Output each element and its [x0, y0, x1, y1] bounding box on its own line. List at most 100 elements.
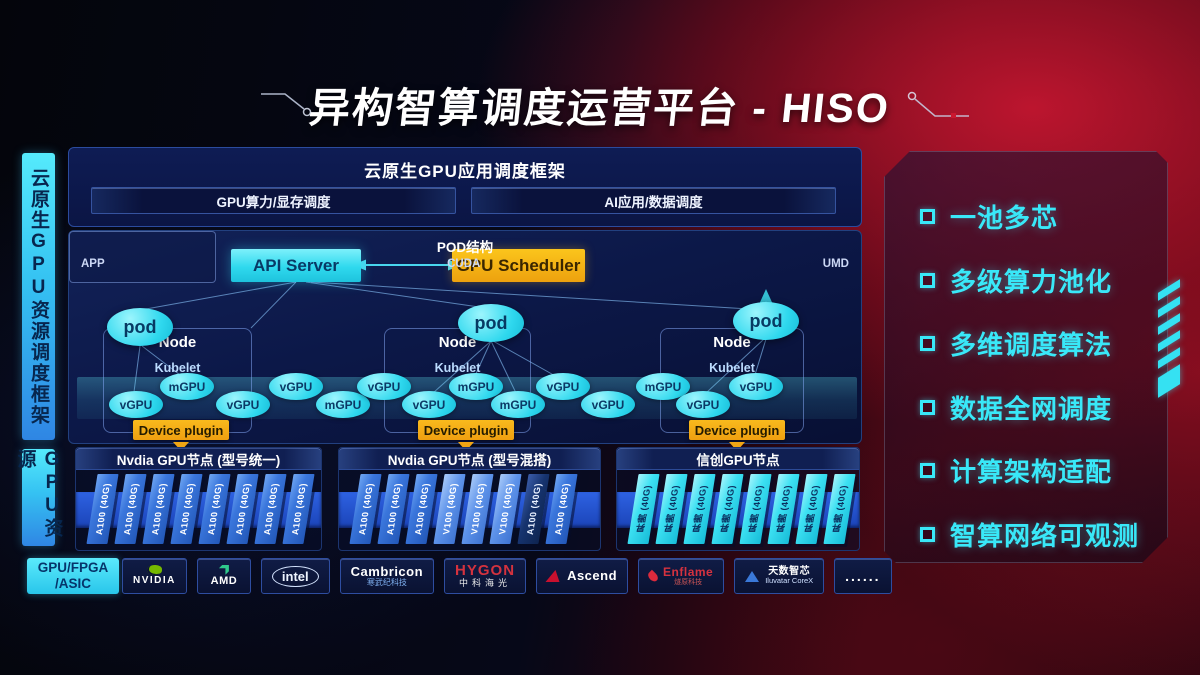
- gpu-group-domestic: 信创GPU节点 昇腾 (40G) 昇腾 (40G) 昇腾 (40G) 昇腾 (40G)…: [616, 447, 860, 551]
- pod-ellipse: pod: [458, 304, 524, 342]
- vendor-tile: Ascend: [536, 558, 629, 594]
- device-plugin-box: Device plugin: [133, 420, 229, 440]
- gpu-group-header: Nvdia GPU节点 (型号混搭): [339, 448, 600, 470]
- vgpu-ellipse: vGPU: [536, 373, 590, 400]
- framework-title: 云原生GPU应用调度框架: [364, 162, 566, 181]
- mgpu-ellipse: mGPU: [636, 373, 690, 400]
- feature-label: 计算架构适配: [950, 457, 1113, 488]
- node-title: Node: [158, 334, 197, 351]
- feature-item: 一池多芯: [920, 185, 1158, 249]
- features-panel: 一池多芯多级算力池化 多维调度算法 数据全网调度 计算架构适配 智算网络可观测: [884, 151, 1168, 563]
- api-server-box: API Server: [231, 249, 361, 282]
- square-bullet-icon: [920, 273, 935, 288]
- device-plugin-arrow-icon: [173, 442, 189, 451]
- circuit-decor-right-icon: [907, 91, 969, 118]
- pod-ellipse: pod: [733, 302, 799, 340]
- vendor-subname: Iluvatar CoreX: [765, 576, 814, 586]
- vendor-name: Ascend: [567, 568, 618, 584]
- vendor-tile: ......: [834, 558, 892, 594]
- node-title: Node: [713, 334, 751, 351]
- feature-label: 智算网络可观测: [950, 520, 1140, 551]
- pod-structure-item-app: APP: [81, 258, 105, 270]
- rail-label-cloud-native: 云原生GPU资源调度框架: [22, 153, 55, 440]
- intel-logo-icon: intel: [271, 565, 319, 587]
- feature-item: 多级算力池化: [920, 249, 1158, 313]
- vgpu-ellipse: vGPU: [676, 391, 730, 418]
- vendor-category-line2: /ASIC: [54, 576, 91, 591]
- framework-module-gpu-compute: GPU算力/显存调度: [91, 187, 456, 214]
- amd-logo-icon: [218, 564, 229, 575]
- vendor-subname: 中科海光: [459, 578, 512, 589]
- vendor-tile: NVIDIA: [122, 558, 187, 594]
- vendor-tile: HYGON 中科海光: [444, 558, 527, 594]
- feature-label: 多级算力池化: [950, 266, 1113, 297]
- vendor-tile: AMD: [196, 558, 251, 594]
- mgpu-ellipse: mGPU: [160, 373, 214, 400]
- vgpu-ellipse: vGPU: [357, 373, 411, 400]
- feature-label: 一池多芯: [950, 203, 1059, 234]
- feature-label: 数据全网调度: [950, 393, 1113, 424]
- vendor-name: AMD: [210, 574, 238, 587]
- device-plugin-box: Device plugin: [418, 420, 514, 440]
- features-list: 一池多芯多级算力池化 多维调度算法 数据全网调度 计算架构适配 智算网络可观测: [920, 185, 1158, 566]
- pod-structure-item-umd: UMD: [822, 258, 849, 270]
- nvidia-logo-icon: [146, 565, 162, 576]
- gpu-group-mixed: Nvdia GPU节点 (型号混搭) A100 (40G) A100 (40G) A…: [338, 447, 601, 551]
- pod-ellipse: pod: [107, 308, 173, 346]
- square-bullet-icon: [920, 400, 935, 415]
- rail-label-gpu-resource: GPU资源: [15, 449, 63, 546]
- square-bullet-icon: [920, 209, 935, 224]
- feature-item: 计算架构适配: [920, 439, 1158, 503]
- mgpu-ellipse: mGPU: [491, 391, 545, 418]
- vgpu-ellipse: vGPU: [109, 391, 163, 418]
- vgpu-ellipse: vGPU: [581, 391, 635, 418]
- gpu-scheduler-box: GPU Scheduler: [452, 249, 585, 282]
- vendor-name: ......: [845, 567, 881, 584]
- vendor-name: NVIDIA: [133, 575, 176, 587]
- vendor-subname: 燧原科技: [674, 578, 703, 586]
- scheduler-panel: API Server GPU Scheduler POD结构 APP CUDA …: [68, 230, 862, 451]
- square-bullet-icon: [920, 463, 935, 478]
- square-bullet-icon: [920, 527, 935, 542]
- gpu-group-header: 信创GPU节点: [617, 448, 859, 470]
- vgpu-ellipse: vGPU: [729, 373, 783, 400]
- hazard-stripes-decor: [1158, 279, 1188, 400]
- vendor-logo-row: NVIDIA AMD intel Cambricon 寒武纪科技 HYGON 中科海光 Asc…: [122, 558, 892, 594]
- feature-item: 智算网络可观测: [920, 503, 1158, 567]
- mgpu-ellipse: mGPU: [449, 373, 503, 400]
- vendor-tile: intel: [260, 558, 330, 594]
- kubelet-label: Kubelet: [434, 361, 481, 375]
- circuit-decor-left-icon: [261, 93, 312, 117]
- pod-structure-box: POD结构 APP CUDA UMD: [69, 231, 849, 283]
- framework-module-ai-data: AI应用/数据调度: [471, 187, 836, 214]
- node-box: Node Kubelet: [384, 328, 531, 433]
- page-title: 异构智算调度运营平台 - HISO: [306, 85, 893, 131]
- vgpu-ellipse: vGPU: [402, 391, 456, 418]
- kubelet-label: Kubelet: [154, 361, 201, 375]
- pod-structure-item-cuda: CUDA: [447, 258, 481, 270]
- framework-box: 云原生GPU应用调度框架 GPU算力/显存调度 AI应用/数据调度: [68, 147, 862, 227]
- vendor-category-box: GPU/FPGA /ASIC: [27, 558, 119, 594]
- vendor-name: 天数智芯: [768, 565, 811, 577]
- vendor-subname: 寒武纪科技: [366, 577, 407, 587]
- gpu-group-header: Nvdia GPU节点 (型号统一): [76, 448, 321, 470]
- vendor-name: Enflame: [663, 565, 714, 580]
- square-bullet-icon: [920, 336, 935, 351]
- device-plugin-box: Device plugin: [689, 420, 785, 440]
- node-box: Node Kubelet: [103, 328, 252, 433]
- feature-label: 多维调度算法: [950, 330, 1113, 361]
- iluvatar-logo-icon: [745, 570, 760, 582]
- gpu-group-uniform: Nvdia GPU节点 (型号统一) A100 (40G) A100 (40G) A…: [75, 447, 322, 551]
- device-plugin-arrow-icon: [458, 442, 474, 451]
- vendor-tile: Cambricon 寒武纪科技: [339, 558, 435, 594]
- feature-item: 多维调度算法: [920, 312, 1158, 376]
- vendor-category-line1: GPU/FPGA: [37, 560, 109, 576]
- vendor-tile: Enflame 燧原科技: [638, 558, 725, 594]
- enflame-logo-icon: [646, 569, 660, 583]
- node-title: Node: [438, 334, 477, 351]
- pod-structure-title: POD结构: [436, 240, 494, 255]
- vendor-name: HYGON: [455, 562, 516, 580]
- vgpu-ellipse: vGPU: [216, 391, 270, 418]
- vendor-tile: 天数智芯 Iluvatar CoreX: [734, 558, 825, 594]
